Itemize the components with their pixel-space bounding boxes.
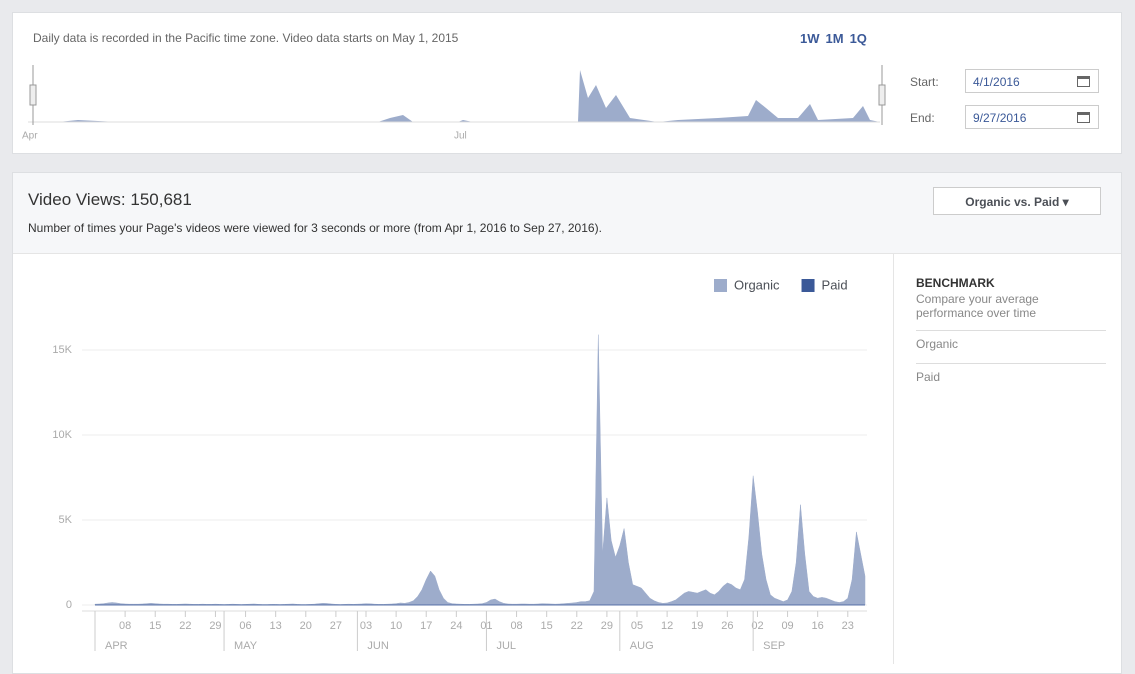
x-tick-label: 22 [571,620,583,632]
x-tick-label: 05 [631,620,643,632]
y-tick-label: 0 [66,599,72,611]
sidebar: BENCHMARK Compare your average performan… [916,276,1106,396]
x-tick-label: 09 [781,620,793,632]
x-tick-label: 08 [119,620,131,632]
header-title: Video Views: 150,681 [28,190,192,209]
sidebar-subtitle: Compare your average performance over ti… [916,292,1039,320]
month-label: JUL [496,640,516,652]
range-handle[interactable] [878,84,886,106]
x-tick-label: 03 [360,620,372,632]
x-tick-label: 10 [390,620,402,632]
start-value: 4/1/2016 [973,75,1020,89]
x-tick-label: 23 [842,620,854,632]
dropdown[interactable]: Organic vs. Paid ▾ [933,187,1101,215]
month-label: APR [105,640,128,652]
month-label: SEP [763,640,785,652]
x-tick-label: 08 [510,620,522,632]
mini-area [28,70,880,122]
dropdown-label: Organic vs. Paid [965,195,1060,209]
x-tick-label: 19 [691,620,703,632]
x-tick-label: 15 [149,620,161,632]
y-tick-label: 5K [59,514,73,526]
calendar-icon[interactable] [1077,112,1090,123]
legend-label: Organic [734,277,780,292]
range-note: Daily data is recorded in the Pacific ti… [33,31,459,45]
calendar-icon[interactable] [1077,76,1090,87]
x-tick-label: 22 [179,620,191,632]
start-label: Start: [910,75,939,89]
header-description: Number of times your Page's videos were … [28,221,602,235]
mini-label: Apr [22,131,38,142]
x-tick-label: 20 [300,620,312,632]
end-label: End: [910,111,935,125]
month-label: JUN [367,640,388,652]
legend-swatch [801,279,815,292]
legend-swatch [714,279,727,292]
x-tick-label: 26 [721,620,733,632]
x-tick-label: 06 [239,620,251,632]
sidebar-divider [893,254,894,664]
month-label: MAY [234,640,258,652]
start-input[interactable]: 4/1/2016 [965,69,1099,93]
mini-chart: Apr Jul [22,65,886,142]
series-area [94,334,866,606]
x-tick-label: 29 [601,620,613,632]
sidebar-title: BENCHMARK [916,276,995,290]
x-tick-label: 24 [450,620,462,632]
x-tick-label: 27 [330,620,342,632]
end-input[interactable]: 9/27/2016 [965,105,1099,129]
x-tick-label: 17 [420,620,432,632]
preset-link[interactable]: 1M [825,31,844,46]
x-tick-label: 12 [661,620,673,632]
end-value: 9/27/2016 [973,111,1027,125]
month-label: AUG [630,640,654,652]
sidebar-item[interactable]: Organic [916,330,1106,363]
y-tick-label: 10K [52,429,72,441]
x-tick-label: 29 [209,620,221,632]
legend-label: Paid [822,277,848,292]
x-tick-label: 13 [270,620,282,632]
range-panel [12,12,1122,154]
x-tick-label: 02 [751,620,763,632]
preset-link[interactable]: 1Q [849,31,867,46]
presets: 1W 1M 1Q [800,30,873,48]
x-tick-label: 15 [541,620,553,632]
x-tick-label: 16 [812,620,824,632]
y-tick-label: 15K [52,344,72,356]
range-handle[interactable] [29,84,37,106]
preset-link[interactable]: 1W [800,31,820,46]
mini-label: Jul [454,131,467,142]
sidebar-item[interactable]: Paid [916,363,1106,396]
